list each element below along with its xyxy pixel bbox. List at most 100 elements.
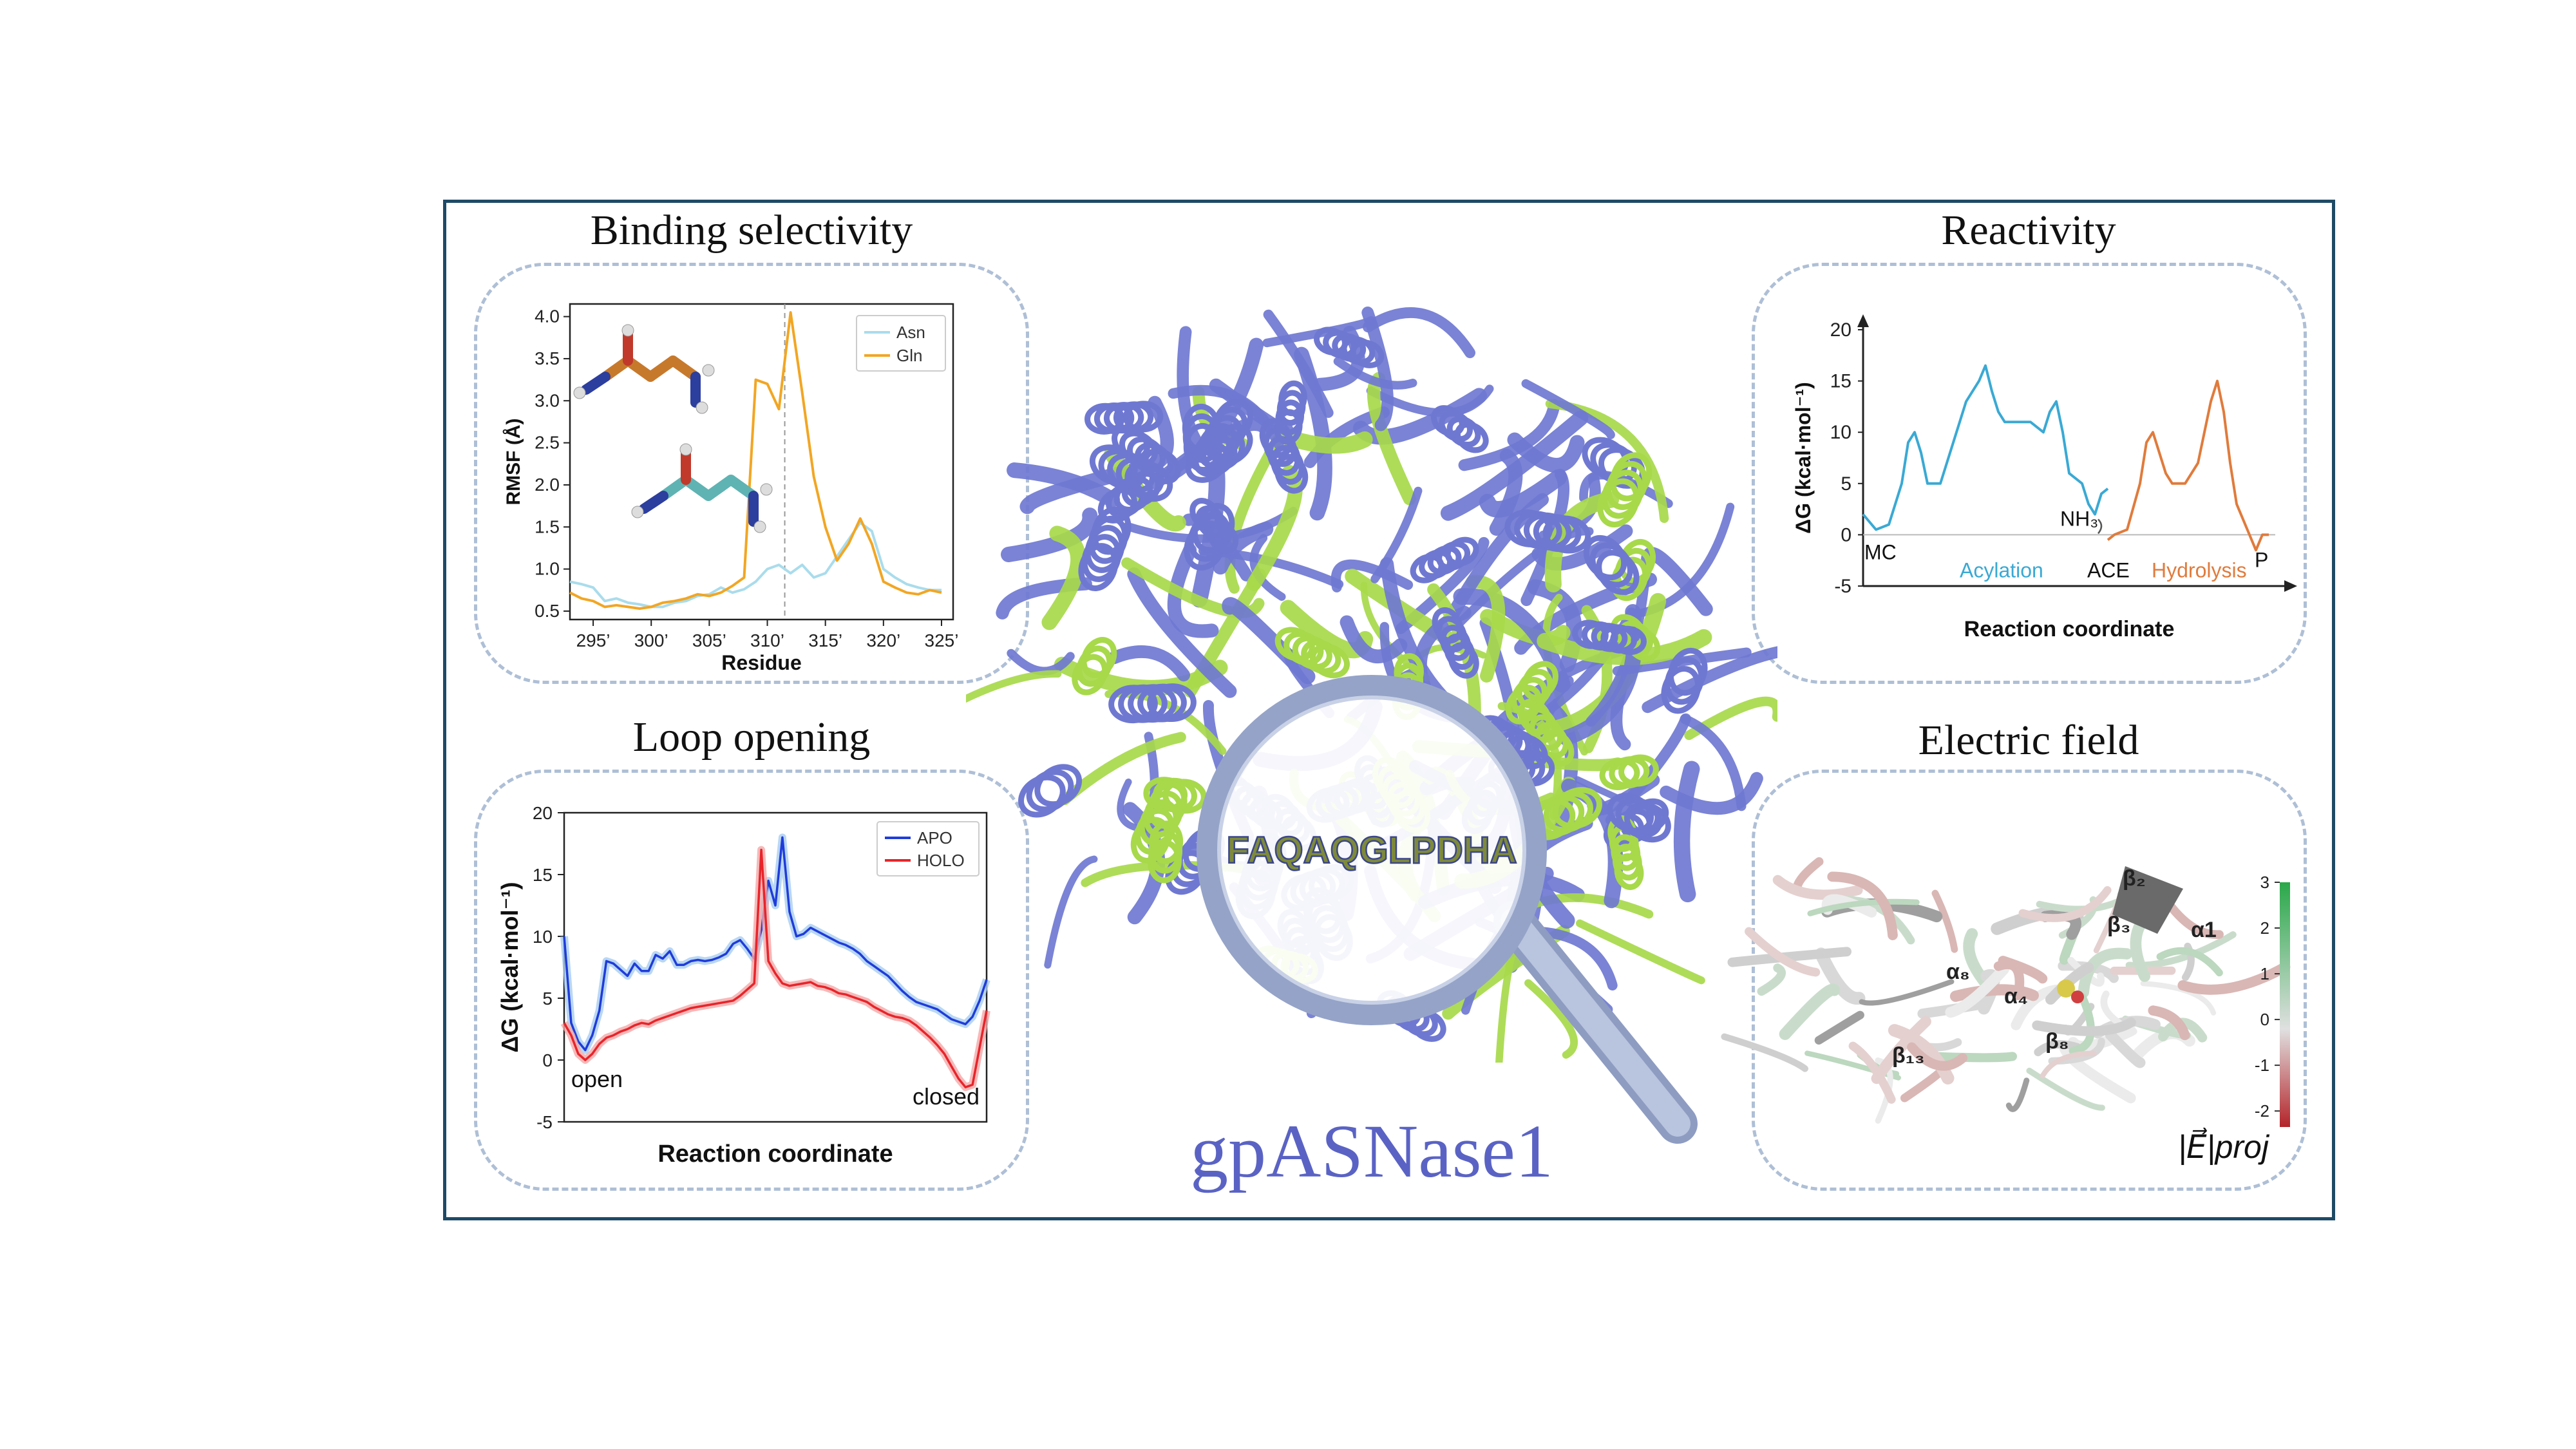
ribbon-strand	[2163, 897, 2224, 939]
atom	[573, 386, 586, 399]
ribbon-strand	[1361, 307, 1394, 431]
y-tick-label: 3.0	[535, 390, 560, 410]
panel-electric-field	[1752, 770, 2307, 1191]
x-axis-label: Residue	[721, 651, 801, 674]
ribbon-strand	[1479, 469, 1567, 518]
colorbar-tick-label: 1	[2260, 964, 2269, 983]
x-tick-label: 315’	[808, 630, 842, 650]
ribbon-strand	[2148, 1005, 2190, 1041]
panel-loop-opening	[474, 770, 1029, 1191]
x-tick-label: 325’	[925, 630, 959, 650]
bond	[639, 491, 668, 514]
ribbon-strand	[2032, 1017, 2136, 1036]
ribbon-strand	[2040, 1050, 2097, 1079]
ribbon-strand	[1121, 557, 1265, 618]
ribbon-strand	[2018, 886, 2112, 922]
ribbon-strand	[2140, 981, 2217, 1016]
helix-turn	[1596, 549, 1640, 595]
asn-molecule-sketch	[631, 443, 773, 533]
ribbon-strand	[2078, 947, 2133, 998]
annotation-ace: ACE	[2087, 558, 2130, 582]
ribbon-strand	[1333, 357, 1417, 390]
legend-label: HOLO	[917, 851, 965, 870]
y-tick-label: 1.0	[535, 559, 560, 579]
ribbon-strand	[1779, 983, 1841, 1040]
ribbon-strand	[1362, 307, 1475, 359]
annotation-hydrolysis: Hydrolysis	[2152, 558, 2247, 582]
x-tick-label: 295’	[576, 630, 611, 650]
atom	[753, 520, 766, 533]
ribbon-strand	[1792, 857, 1824, 891]
annotation-open: open	[571, 1066, 623, 1092]
x-tick-label: 305’	[692, 630, 726, 650]
y-tick-label: 10	[533, 927, 553, 947]
y-tick-label: 15	[533, 865, 553, 885]
ribbon-strand	[2059, 1043, 2136, 1104]
energy-profile-apo	[563, 836, 988, 1052]
y-tick-label: 15	[1830, 371, 1852, 392]
helix-turn	[1611, 556, 1649, 601]
helix-turn	[1309, 643, 1350, 679]
colorbar	[2280, 882, 2290, 1127]
helix-turn	[1661, 665, 1701, 714]
ribbon-strand	[1848, 1041, 1896, 1104]
ribbon-strand	[1673, 761, 1700, 903]
bond	[581, 372, 611, 395]
ribbon-strand	[1721, 1033, 1808, 1072]
structure-label: β₁₃	[1892, 1043, 1925, 1068]
y-axis-label: RMSF (Å)	[503, 419, 524, 506]
panel-reactivity	[1752, 263, 2307, 684]
legend-label: Gln	[896, 346, 922, 365]
annotation-acylation: Acylation	[1960, 558, 2043, 582]
atom	[621, 324, 634, 337]
helix-turn	[1130, 817, 1171, 864]
figure-frame	[443, 200, 2335, 1220]
series-line-gln	[569, 311, 942, 610]
ribbon-strand	[1931, 889, 1958, 953]
y-tick-label: 0.5	[535, 601, 560, 621]
ribbon-strand	[1524, 979, 1578, 1059]
energy-profile-holo	[563, 848, 988, 1088]
ribbon-strand	[1814, 1010, 1864, 1045]
beta-strand-dark	[2112, 866, 2183, 934]
ribbon-strand	[1907, 1042, 1968, 1071]
ribbon-strand	[1104, 446, 1186, 532]
colorbar-tick-label: 2	[2260, 918, 2269, 938]
legend-label: APO	[917, 828, 952, 848]
ribbon-strand	[1859, 979, 1955, 1006]
ribbon-strand	[1108, 645, 1190, 682]
ribbon-strand	[1044, 855, 1098, 969]
nh3-release-arrow	[2098, 518, 2103, 535]
series-line-asn	[569, 521, 942, 609]
ribbon-strand	[1507, 432, 1585, 473]
y-axis-label: ΔG (kcal·mol⁻¹)	[497, 882, 523, 1053]
ribbon-strand	[1993, 960, 2025, 1000]
y-tick-label: 1.5	[535, 516, 560, 536]
helix-turn	[1610, 625, 1647, 656]
ribbon-strand	[1641, 547, 1713, 616]
ribbon-strand	[2026, 1067, 2105, 1111]
y-tick-label: 0	[542, 1050, 553, 1070]
ribbon-strand	[1757, 963, 1786, 996]
helix-turn	[1624, 802, 1671, 843]
annotation-mc: MC	[1864, 540, 1897, 564]
sequence-label: FAQAQGLPDHA	[1226, 829, 1517, 871]
ribbon-strand	[2034, 1040, 2081, 1057]
ribbon-strand	[1807, 898, 1920, 916]
colorbar-tick-label: -2	[2255, 1101, 2269, 1121]
ribbon-strand	[2105, 1029, 2146, 1068]
helix-turn	[1505, 685, 1542, 724]
protein-name-label: gpASNase1	[1190, 1109, 1553, 1193]
ribbon-strand	[966, 670, 1062, 703]
ribbon-strand	[1445, 493, 1549, 622]
colorbar-tick-label: 0	[2260, 1010, 2269, 1029]
binding-selectivity-chart: 295’ 300’ 305’ 310’ 315’ 320’ 325’ 0.5 1.0 1.5 2.0…	[503, 303, 959, 674]
ribbon-strand	[1440, 410, 1589, 521]
helix-turn	[1614, 853, 1644, 891]
energy-profile-acylation	[1862, 364, 2109, 531]
ribbon-strand	[1007, 462, 1121, 508]
y-tick-label: 2.0	[535, 475, 560, 495]
helix-turn	[1454, 421, 1489, 453]
annotation-closed: closed	[913, 1083, 980, 1110]
panel-title-loop: Loop opening	[632, 714, 871, 761]
